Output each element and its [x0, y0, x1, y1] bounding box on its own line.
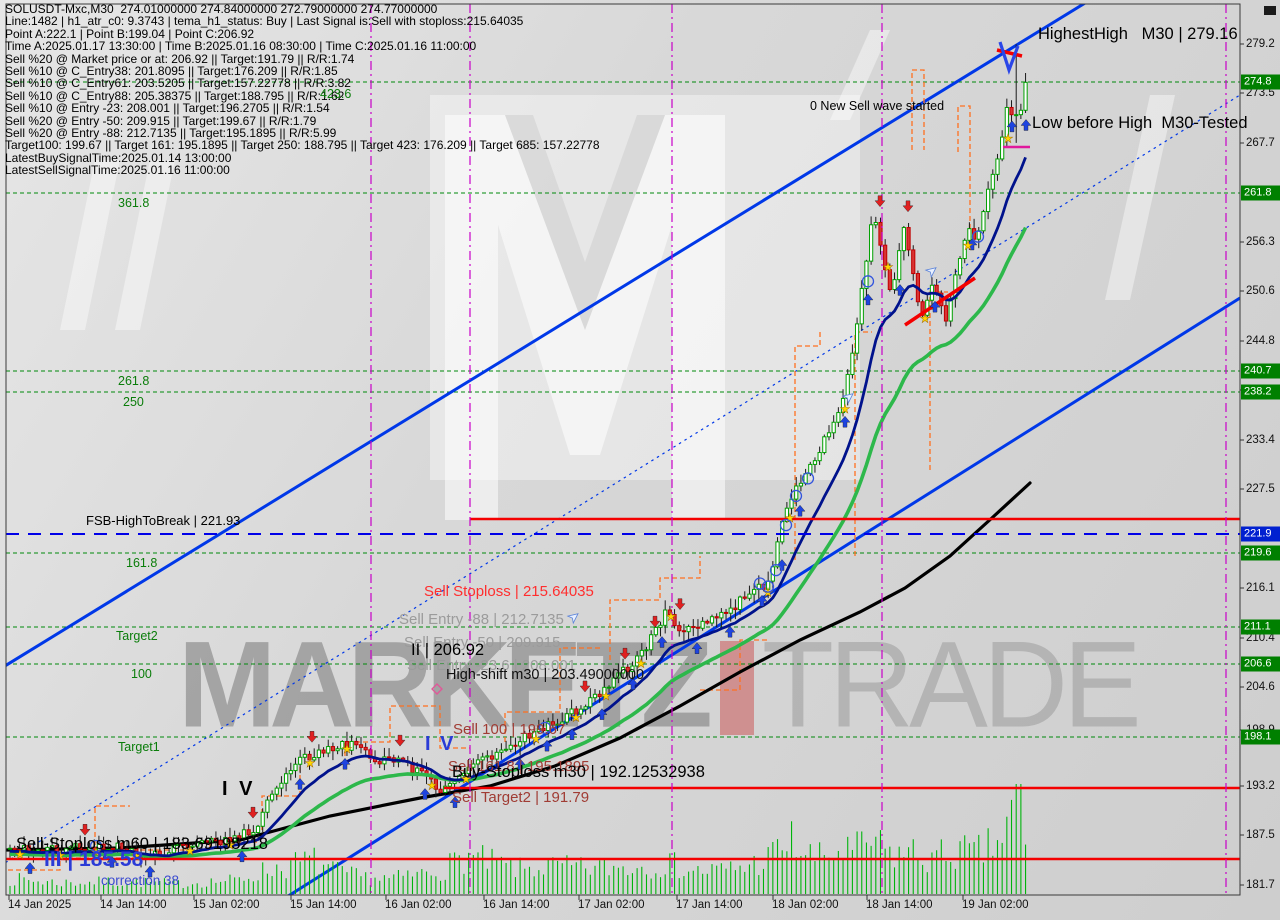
sell-arrow-icon — [902, 200, 914, 213]
star-icon: ★ — [571, 710, 582, 724]
brand-watermark-bar — [719, 641, 754, 735]
orange-trail — [957, 105, 971, 232]
star-icon: ★ — [601, 689, 612, 703]
buy-arrow-icon — [862, 293, 874, 306]
buy-arrow-icon — [419, 788, 431, 800]
buy-arrow-icon — [966, 238, 978, 251]
orange-trail — [504, 647, 600, 742]
buy-arrow-icon — [724, 625, 736, 638]
circle-marker-icon — [789, 489, 803, 503]
red-trend-segment — [996, 48, 1023, 58]
plot-group: ★ ★ ★ ★ ★ ★★★★ ★★★★★★★★★★★★★➤➤➤ — [6, 4, 1240, 895]
orange-trail — [344, 705, 470, 764]
star-icon: ★ — [785, 511, 796, 525]
circle-marker-icon — [779, 518, 793, 532]
star-icon: ★ — [131, 849, 142, 863]
sell-arrow-icon — [874, 195, 886, 208]
star-icon: ★ — [531, 732, 542, 746]
buy-arrow-icon — [656, 636, 668, 648]
buy-arrow-icon — [449, 796, 461, 808]
circle-marker-icon — [861, 275, 875, 288]
logo-streak — [1105, 95, 1175, 300]
buy-arrow-icon — [294, 778, 306, 790]
star-icon: ★ — [636, 657, 647, 671]
buy-arrow-icon — [596, 708, 608, 720]
sell-arrow-icon — [579, 680, 591, 693]
buy-arrow-icon — [691, 642, 703, 654]
buy-arrow-icon — [541, 739, 553, 752]
circle-marker-icon — [761, 580, 775, 593]
buy-arrow-icon — [794, 504, 806, 517]
logo-streak — [830, 30, 890, 120]
stoploss-trail-line — [6, 481, 1032, 852]
star-icon: ★ — [342, 742, 353, 756]
star-icon: ★ — [427, 778, 438, 792]
sell-arrow-icon — [306, 731, 318, 743]
star-icon: ★ — [305, 756, 316, 770]
buy-arrow-icon — [1020, 119, 1032, 131]
logo-streak — [60, 160, 120, 330]
shift-arrow-icon: ➤ — [564, 606, 583, 626]
orange-trail — [700, 639, 770, 691]
orange-trail — [911, 69, 925, 150]
buy-arrow-icon — [839, 415, 851, 428]
sell-arrow-icon — [674, 598, 686, 610]
star-icon: ★ — [55, 849, 66, 863]
circle-marker-icon — [89, 839, 103, 853]
star-icon: ★ — [461, 772, 472, 786]
buy-arrow-icon — [894, 284, 906, 296]
star-icon: ★ — [666, 610, 677, 624]
channel-lower-line — [286, 296, 1240, 895]
red-trend-segment — [904, 276, 976, 327]
top-v-arrow-icon — [998, 41, 1020, 75]
buy-arrow-icon — [756, 594, 768, 607]
buy-arrow-icon — [106, 856, 118, 868]
orange-trail — [794, 330, 821, 560]
diamond-marker-icon — [431, 683, 443, 695]
buy-arrow-icon — [24, 862, 36, 874]
star-icon: ★ — [1003, 132, 1014, 146]
circle-marker-icon — [769, 564, 783, 577]
star-icon: ★ — [15, 847, 26, 861]
brand-watermark-right: TRADE — [761, 616, 1142, 754]
buy-arrow-icon — [514, 758, 526, 770]
orange-trail — [94, 805, 130, 845]
buy-arrow-icon — [236, 850, 248, 863]
volume-layer — [9, 784, 1027, 894]
circle-marker-icon — [971, 230, 985, 243]
sell-arrow-icon — [619, 647, 631, 660]
window-corner-icon[interactable] — [1264, 6, 1276, 15]
star-icon: ★ — [185, 844, 196, 858]
star-icon: ★ — [840, 402, 851, 416]
buy-arrow-icon — [627, 678, 639, 690]
logo-m-watermark — [445, 115, 725, 520]
buy-arrow-icon — [1006, 120, 1018, 133]
circle-marker-icon — [753, 577, 767, 590]
logo-streak — [115, 160, 175, 330]
sell-arrow-icon — [247, 806, 259, 819]
channel-mid-dotted-line — [6, 94, 1240, 863]
channel-upper-line — [6, 4, 1087, 668]
star-icon: ★ — [225, 838, 236, 852]
buy-arrow-icon — [144, 865, 156, 878]
star-icon: ★ — [920, 311, 931, 325]
orange-trail — [609, 556, 701, 660]
sell-arrow-icon — [79, 824, 91, 836]
shift-arrow-icon: ➤ — [922, 260, 941, 280]
circle-marker-icon — [538, 721, 552, 735]
buy-arrow-icon — [566, 728, 578, 740]
star-icon: ★ — [963, 238, 974, 252]
slow-ma-line — [9, 226, 1028, 859]
circle-marker-icon — [801, 472, 815, 485]
plot-frame — [5, 3, 1241, 896]
buy-arrow-icon — [929, 300, 941, 313]
sell-arrow-icon — [394, 734, 406, 747]
fast-ma-line — [9, 156, 1027, 858]
star-icon: ★ — [883, 260, 894, 274]
sell-arrow-icon — [649, 615, 661, 628]
buy-arrow-icon — [339, 757, 351, 770]
